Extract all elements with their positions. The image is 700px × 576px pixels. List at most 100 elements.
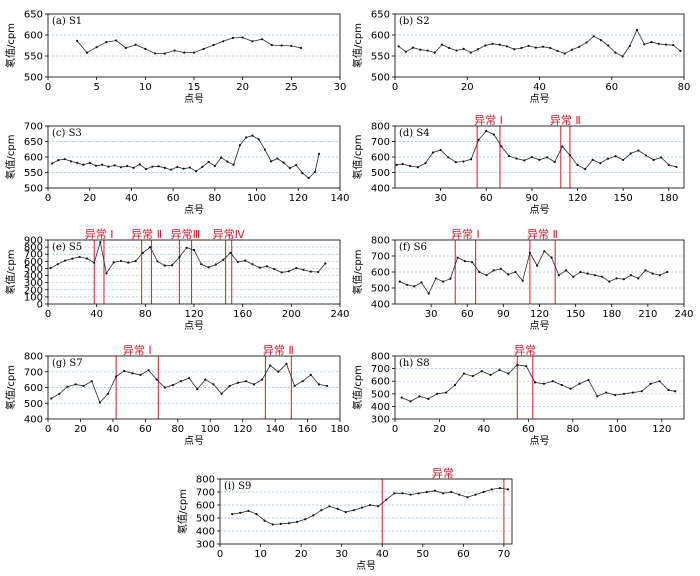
data-point bbox=[176, 165, 179, 169]
data-point bbox=[445, 391, 448, 394]
x-axis-title: 点号 bbox=[356, 560, 376, 572]
data-point bbox=[462, 160, 465, 163]
data-point bbox=[474, 493, 477, 496]
data-point bbox=[231, 513, 234, 516]
data-point bbox=[85, 257, 89, 260]
data-point bbox=[163, 166, 166, 169]
data-point bbox=[431, 151, 435, 154]
data-point bbox=[115, 375, 118, 378]
data-point bbox=[401, 162, 404, 166]
data-point bbox=[258, 266, 261, 269]
data-point bbox=[119, 166, 123, 169]
data-point bbox=[232, 163, 235, 166]
data-point bbox=[288, 167, 292, 170]
x-tick-label: 15 bbox=[188, 82, 201, 93]
panel-title: (c) S3 bbox=[52, 128, 82, 139]
x-tick-label: 25 bbox=[285, 82, 298, 93]
data-point bbox=[57, 159, 60, 162]
y-tick-label: 0 bbox=[37, 300, 43, 311]
data-point bbox=[273, 268, 276, 271]
y-tick-label: 400 bbox=[24, 415, 43, 426]
x-tick-label: 120 bbox=[184, 309, 203, 320]
data-point bbox=[652, 158, 655, 162]
data-point bbox=[132, 166, 135, 169]
y-tick-label: 900 bbox=[24, 236, 43, 247]
y-tick-label: 500 bbox=[24, 264, 43, 275]
data-point bbox=[344, 511, 347, 514]
anomaly-label: 异常Ⅲ bbox=[171, 228, 201, 241]
data-point bbox=[295, 266, 298, 270]
x-tick-label: 20 bbox=[461, 82, 474, 93]
data-point bbox=[591, 158, 594, 161]
data-point bbox=[98, 401, 102, 404]
data-point bbox=[458, 493, 461, 496]
data-point bbox=[556, 49, 559, 53]
data-point bbox=[299, 46, 303, 50]
x-tick-label: 30 bbox=[335, 549, 348, 560]
data-point bbox=[309, 373, 312, 376]
data-point bbox=[679, 49, 682, 53]
data-point bbox=[449, 277, 452, 280]
y-axis-title: 氡值/cpm bbox=[176, 489, 189, 534]
data-point bbox=[424, 162, 427, 165]
data-point bbox=[213, 164, 216, 168]
panel-6: 异常 Ⅰ 异常 Ⅱ 400 500 600 700 800 30 60 90 120 150 180 21… bbox=[351, 228, 694, 332]
data-point bbox=[667, 163, 670, 167]
series-line bbox=[51, 363, 328, 404]
data-point bbox=[448, 46, 451, 50]
anomaly-label: 异常 Ⅰ bbox=[85, 228, 114, 241]
data-point bbox=[513, 48, 516, 51]
data-point bbox=[85, 51, 89, 54]
y-tick-label: 550 bbox=[371, 52, 390, 63]
y-tick-label: 100 bbox=[24, 292, 43, 303]
y-tick-label: 400 bbox=[24, 271, 43, 282]
series-line bbox=[76, 37, 302, 54]
x-tick-label: 150 bbox=[614, 193, 633, 204]
anomaly-label: 异常 Ⅰ bbox=[123, 344, 152, 357]
data-point bbox=[301, 172, 304, 175]
data-point bbox=[507, 372, 510, 375]
data-point bbox=[433, 489, 437, 492]
data-point bbox=[290, 44, 293, 48]
data-point bbox=[202, 47, 205, 50]
data-point bbox=[551, 380, 554, 383]
data-point bbox=[336, 507, 339, 510]
data-point bbox=[614, 154, 617, 158]
data-point bbox=[134, 43, 137, 46]
y-axis-title: 氡值/cpm bbox=[4, 23, 17, 68]
data-point bbox=[163, 264, 166, 267]
panel-title: (e) S5 bbox=[52, 242, 82, 253]
x-tick-label: 180 bbox=[330, 424, 349, 435]
x-axis-title: 点号 bbox=[530, 435, 550, 447]
data-point bbox=[542, 382, 546, 385]
x-tick-label: 60 bbox=[139, 424, 152, 435]
data-point bbox=[313, 170, 317, 173]
y-tick-label: 600 bbox=[371, 377, 390, 388]
data-point bbox=[244, 259, 247, 262]
data-point bbox=[144, 167, 148, 171]
data-point bbox=[56, 263, 59, 266]
y-tick-label: 700 bbox=[371, 252, 390, 263]
y-tick-label: 800 bbox=[371, 236, 390, 247]
x-tick-label: 80 bbox=[171, 424, 184, 435]
data-point bbox=[105, 41, 108, 44]
data-point bbox=[279, 522, 282, 525]
data-point bbox=[182, 167, 185, 170]
data-point bbox=[155, 378, 158, 381]
data-point bbox=[251, 134, 254, 137]
data-point bbox=[650, 41, 653, 44]
data-point bbox=[584, 167, 587, 171]
data-point bbox=[398, 280, 401, 283]
data-point bbox=[301, 380, 304, 383]
y-tick-label: 700 bbox=[371, 137, 390, 148]
data-point bbox=[622, 278, 625, 281]
data-point bbox=[276, 157, 279, 160]
data-point bbox=[66, 385, 69, 388]
x-tick-label: 90 bbox=[526, 193, 539, 204]
data-point bbox=[320, 509, 323, 512]
x-tick-label: 210 bbox=[638, 309, 657, 320]
data-point bbox=[169, 168, 173, 171]
y-tick-label: 600 bbox=[371, 153, 390, 164]
plot-frame bbox=[394, 13, 685, 78]
